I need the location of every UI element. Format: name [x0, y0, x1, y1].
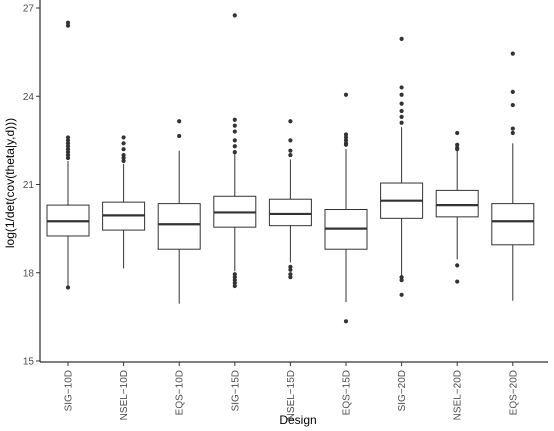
- x-tick-label: SIG−20D: [397, 370, 408, 411]
- y-axis-title: log(1/det(cov(theta|y,d))): [3, 118, 17, 248]
- outlier-point: [288, 267, 293, 272]
- box-iqr: [268, 198, 312, 227]
- outlier-point: [399, 85, 404, 90]
- outlier-point: [232, 117, 237, 122]
- box-group-SIG−15D: [213, 13, 257, 289]
- outlier-point: [232, 280, 237, 286]
- box-group-SIG−20D: [380, 36, 424, 297]
- box-group-NSEL−10D: [102, 135, 146, 269]
- box-group-SIG−10D: [46, 20, 90, 290]
- outlier-point: [399, 275, 404, 280]
- outlier-point: [65, 152, 71, 158]
- outlier-point: [510, 126, 515, 131]
- box-group-EQS−10D: [157, 119, 201, 304]
- outlier-point: [455, 263, 460, 268]
- outlier-point: [65, 20, 71, 25]
- outlier-point: [343, 132, 349, 137]
- y-tick-label: 24: [23, 92, 35, 103]
- box-group-NSEL−15D: [268, 119, 312, 280]
- outlier-point: [343, 319, 349, 324]
- x-tick-label: SIG−15D: [230, 370, 241, 411]
- outlier-point: [288, 275, 293, 280]
- outlier-point: [343, 92, 349, 97]
- outlier-point: [510, 102, 515, 108]
- outlier-point: [232, 138, 237, 143]
- y-tick-label: 18: [23, 268, 35, 279]
- outlier-point: [65, 150, 71, 155]
- outlier-point: [232, 13, 237, 18]
- x-tick-label: NSEL−15D: [286, 370, 297, 420]
- outlier-point: [232, 129, 237, 134]
- x-tick-label: NSEL−10D: [119, 370, 130, 420]
- outlier-point: [399, 101, 404, 106]
- box-iqr: [491, 203, 535, 246]
- outlier-point: [343, 135, 349, 140]
- outlier-point: [288, 148, 293, 153]
- outlier-point: [399, 292, 404, 297]
- outlier-point: [232, 150, 237, 155]
- y-tick-label: 27: [23, 4, 35, 15]
- outlier-point: [232, 275, 237, 280]
- outlier-point: [510, 130, 515, 136]
- outlier-point: [121, 147, 126, 152]
- outlier-point: [343, 138, 349, 143]
- outlier-point: [455, 130, 460, 136]
- outlier-point: [399, 92, 404, 97]
- x-tick-label: EQS−15D: [342, 370, 353, 415]
- outlier-point: [65, 155, 71, 161]
- outlier-point: [399, 120, 404, 125]
- outlier-point: [288, 119, 293, 124]
- y-tick-label: 21: [23, 180, 35, 191]
- outlier-point: [177, 133, 182, 139]
- outlier-point: [121, 135, 126, 140]
- outlier-point: [65, 147, 71, 152]
- outlier-point: [232, 144, 237, 149]
- axes-layer: 15 18 21 24 27 SIG−10D NSEL−10D EQS−10D SIG−15D N…: [23, 0, 548, 420]
- box-group-NSEL−20D: [435, 130, 479, 284]
- x-tick-label: EQS−20D: [508, 370, 519, 415]
- x-axis-title: Design: [279, 413, 316, 427]
- outlier-point: [288, 264, 293, 269]
- outlier-point: [399, 114, 404, 119]
- box-group-EQS−15D: [324, 92, 368, 324]
- box-iqr: [157, 203, 201, 250]
- box-group-EQS−20D: [491, 51, 535, 301]
- outlier-point: [288, 138, 293, 143]
- outlier-point: [399, 36, 404, 41]
- box-layer: [46, 13, 535, 324]
- outlier-point: [65, 135, 71, 140]
- outlier-point: [232, 278, 237, 283]
- outlier-point: [288, 272, 293, 277]
- outlier-point: [121, 141, 126, 146]
- x-tick-label: NSEL−20D: [453, 370, 464, 420]
- x-tick-label: SIG−10D: [64, 370, 75, 411]
- outlier-point: [510, 51, 515, 56]
- outlier-point: [455, 147, 460, 152]
- outlier-point: [65, 23, 71, 28]
- outlier-point: [455, 142, 460, 147]
- outlier-point: [65, 141, 71, 146]
- outlier-point: [232, 283, 237, 289]
- box-iqr: [435, 189, 479, 218]
- outlier-point: [121, 155, 126, 161]
- outlier-point: [232, 272, 237, 277]
- outlier-point: [399, 278, 404, 283]
- y-tick-label: 15: [23, 357, 35, 368]
- outlier-point: [288, 152, 293, 158]
- outlier-point: [510, 89, 515, 94]
- x-tick-label: EQS−10D: [175, 370, 186, 415]
- outlier-point: [455, 279, 460, 284]
- outlier-point: [65, 138, 71, 143]
- outlier-point: [343, 142, 349, 147]
- outlier-point: [121, 158, 126, 164]
- outlier-point: [399, 108, 404, 114]
- outlier-point: [232, 123, 237, 128]
- outlier-point: [121, 152, 126, 158]
- outlier-point: [177, 119, 182, 124]
- outlier-point: [65, 285, 71, 290]
- outlier-point: [65, 144, 71, 149]
